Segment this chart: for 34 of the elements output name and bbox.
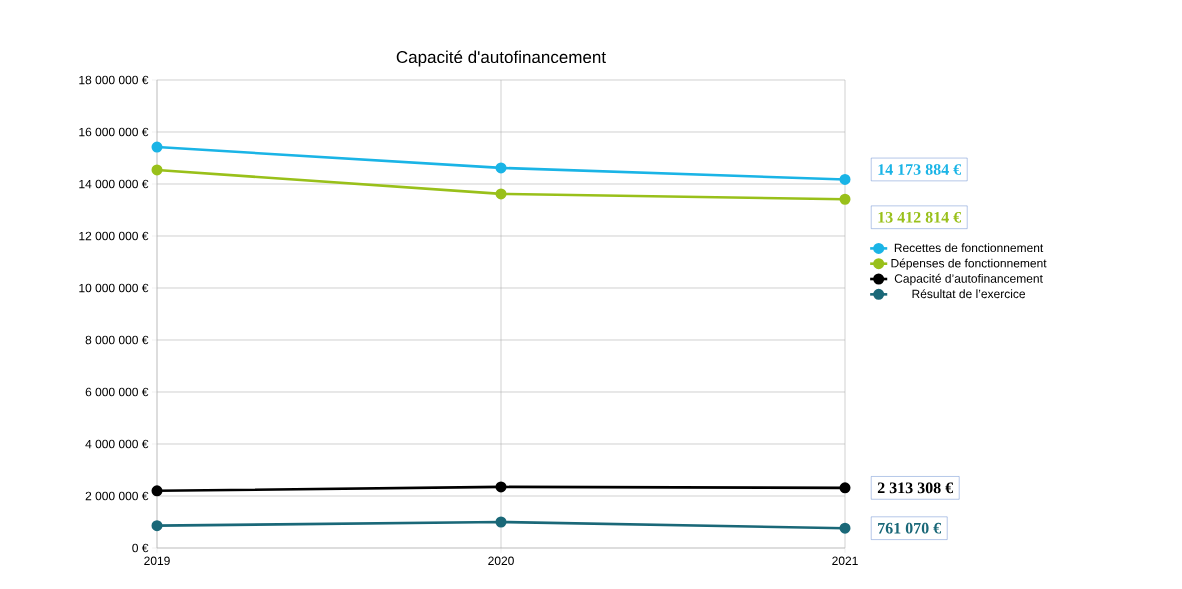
chart-title: Capacité d'autofinancement (396, 50, 606, 67)
point (151, 520, 163, 532)
y-tick-label: 4 000 000 € (85, 439, 149, 449)
y-tick-label: 12 000 000 € (79, 231, 149, 241)
data-label: 13 412 814 € (878, 211, 962, 223)
legend-label: Résultat de l’exercice (912, 289, 1026, 299)
point (151, 485, 163, 497)
y-tick-label: 16 000 000 € (79, 127, 149, 137)
y-tick-label: 8 000 000 € (85, 335, 149, 345)
point (495, 162, 507, 174)
legend-label: Recettes de fonctionnement (894, 243, 1044, 253)
data-label: 14 173 884 € (878, 164, 962, 175)
legend-label: Dépenses de fonctionnement (891, 258, 1047, 270)
data-label: 2 313 308 € (877, 482, 954, 494)
y-tick-label: 18 000 000 € (79, 75, 149, 85)
x-tick-label: 2021 (832, 556, 858, 566)
y-tick-label: 14 000 000 € (79, 179, 149, 189)
point (495, 516, 507, 528)
legend-label: Capacité d’autofinancement (894, 273, 1043, 286)
point (151, 164, 163, 176)
point (495, 188, 507, 200)
point (839, 173, 851, 185)
point (151, 141, 163, 153)
y-tick-label: 6 000 000 € (85, 387, 149, 397)
y-tick-label: 2 000 000 € (85, 491, 149, 501)
data-label: 761 070 € (878, 522, 942, 534)
point (839, 193, 851, 205)
point (839, 522, 851, 534)
x-tick-label: 2019 (144, 556, 170, 566)
x-tick-label: 2020 (488, 556, 514, 566)
point (839, 482, 851, 494)
y-tick-label: 0 € (132, 543, 149, 553)
y-tick-label: 10 000 000 € (79, 283, 149, 293)
point (495, 481, 507, 493)
